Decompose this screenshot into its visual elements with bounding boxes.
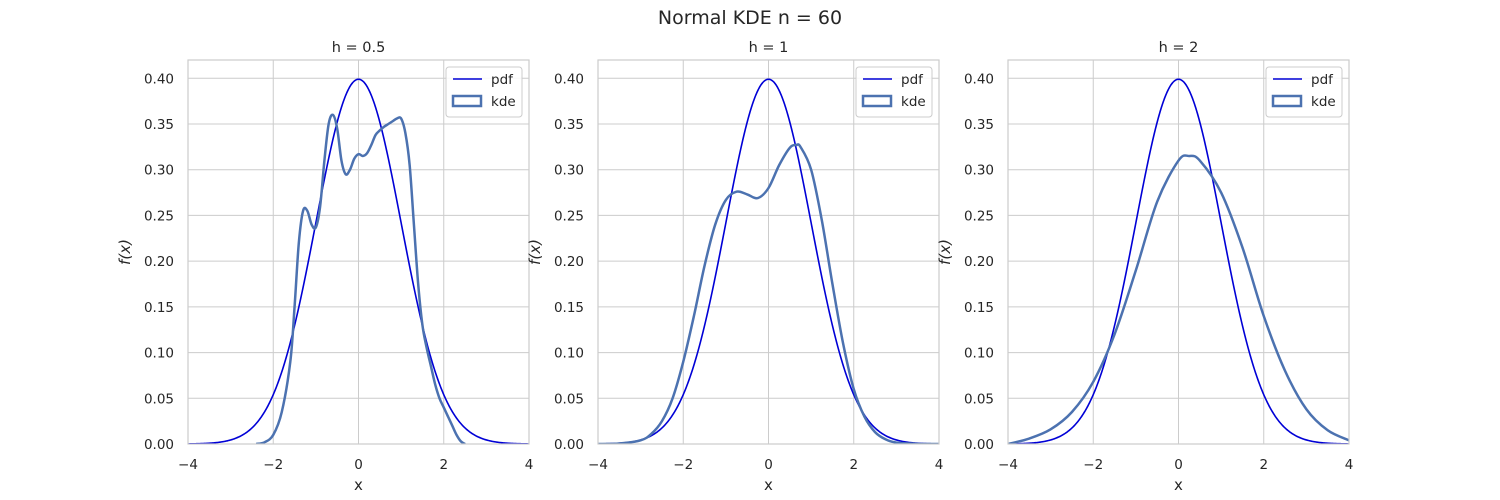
y-tick-label: 0.35 (964, 117, 994, 133)
y-tick-label: 0.05 (554, 391, 584, 407)
legend-kde-swatch (1271, 94, 1303, 108)
y-tick-label: 0.30 (554, 163, 584, 179)
y-tick-label: 0.00 (964, 437, 994, 453)
x-tick-label: 4 (935, 457, 944, 473)
legend-kde-swatch (451, 94, 483, 108)
y-axis-label: f(x) (936, 239, 954, 265)
x-tick-label: 0 (1174, 457, 1183, 473)
y-tick-label: 0.15 (964, 300, 994, 316)
y-tick-label: 0.05 (144, 391, 174, 407)
x-tick-label: 0 (764, 457, 773, 473)
legend: pdf kde (1265, 66, 1343, 118)
y-tick-label: 0.30 (964, 163, 994, 179)
y-tick-label: 0.15 (554, 300, 584, 316)
y-tick-label: 0.10 (554, 346, 584, 362)
x-axis-label: x (1174, 476, 1183, 494)
pdf-line (598, 78, 939, 444)
legend-kde-label: kde (901, 94, 926, 110)
y-tick-label: 0.15 (144, 300, 174, 316)
y-tick-label: 0.20 (144, 254, 174, 270)
legend-pdf-label: pdf (1311, 72, 1334, 88)
y-tick-label: 0.30 (144, 163, 174, 179)
y-tick-label: 0.20 (554, 254, 584, 270)
legend-pdf-label: pdf (901, 72, 924, 88)
y-tick-label: 0.10 (144, 346, 174, 362)
subplot-2: h = 1 −4 −2 0 2 4 0.00 0.05 0.10 0.15 0.20 0.25 0.30… (526, 40, 943, 494)
y-tick-label: 0.10 (964, 346, 994, 362)
subplot-1: h = 0.5 −4 −2 0 2 4 0.00 0.05 0.10 0.15 0.20 0.25 0.… (116, 40, 533, 494)
y-tick-label: 0.00 (554, 437, 584, 453)
x-tick-label: 0 (354, 457, 363, 473)
kde-line (1008, 154, 1349, 444)
x-tick-label: 2 (1259, 457, 1268, 473)
subplot-3: h = 2 −4 −2 0 2 4 0.00 0.05 0.10 0.15 0.20 0.25 0.30… (936, 40, 1353, 494)
legend-pdf-label: pdf (491, 72, 514, 88)
subplot-panels: h = 0.5 −4 −2 0 2 4 0.00 0.05 0.10 0.15 0.20 0.25 0.… (116, 40, 1353, 494)
legend: pdf kde (445, 66, 523, 118)
pdf-line (1008, 78, 1349, 444)
y-tick-label: 0.25 (144, 208, 174, 224)
legend: pdf kde (855, 66, 933, 118)
y-tick-label: 0.25 (554, 208, 584, 224)
y-tick-label: 0.35 (144, 117, 174, 133)
y-tick-label: 0.00 (144, 437, 174, 453)
x-tick-label: −2 (263, 457, 283, 473)
legend-kde-swatch (861, 94, 893, 108)
subplot-title: h = 2 (1159, 40, 1199, 56)
x-tick-label: −4 (178, 457, 198, 473)
y-tick-label: 0.35 (554, 117, 584, 133)
y-axis-label: f(x) (526, 239, 544, 265)
x-tick-label: −4 (588, 457, 608, 473)
figure-title: Normal KDE n = 60 (658, 7, 842, 29)
legend-kde-label: kde (491, 94, 516, 110)
y-tick-label: 0.20 (964, 254, 994, 270)
pdf-line (188, 78, 529, 444)
kde-line (598, 143, 939, 444)
kde-line (255, 113, 466, 444)
subplot-title: h = 0.5 (332, 40, 386, 56)
y-axis-label: f(x) (116, 239, 134, 265)
y-tick-label: 0.40 (554, 71, 584, 87)
x-axis-label: x (764, 476, 773, 494)
x-tick-label: 4 (1345, 457, 1354, 473)
x-tick-label: 2 (849, 457, 858, 473)
x-tick-label: −2 (673, 457, 693, 473)
legend-kde-label: kde (1311, 94, 1336, 110)
subplot-title: h = 1 (749, 40, 789, 56)
y-tick-label: 0.40 (144, 71, 174, 87)
x-tick-label: 2 (439, 457, 448, 473)
y-tick-label: 0.05 (964, 391, 994, 407)
x-axis-label: x (354, 476, 363, 494)
y-tick-label: 0.25 (964, 208, 994, 224)
x-tick-label: −2 (1083, 457, 1103, 473)
x-tick-label: 4 (525, 457, 534, 473)
axes-frame (597, 59, 940, 445)
axes-frame (187, 59, 530, 445)
y-tick-label: 0.40 (964, 71, 994, 87)
axes-frame (1007, 59, 1350, 445)
x-tick-label: −4 (998, 457, 1018, 473)
